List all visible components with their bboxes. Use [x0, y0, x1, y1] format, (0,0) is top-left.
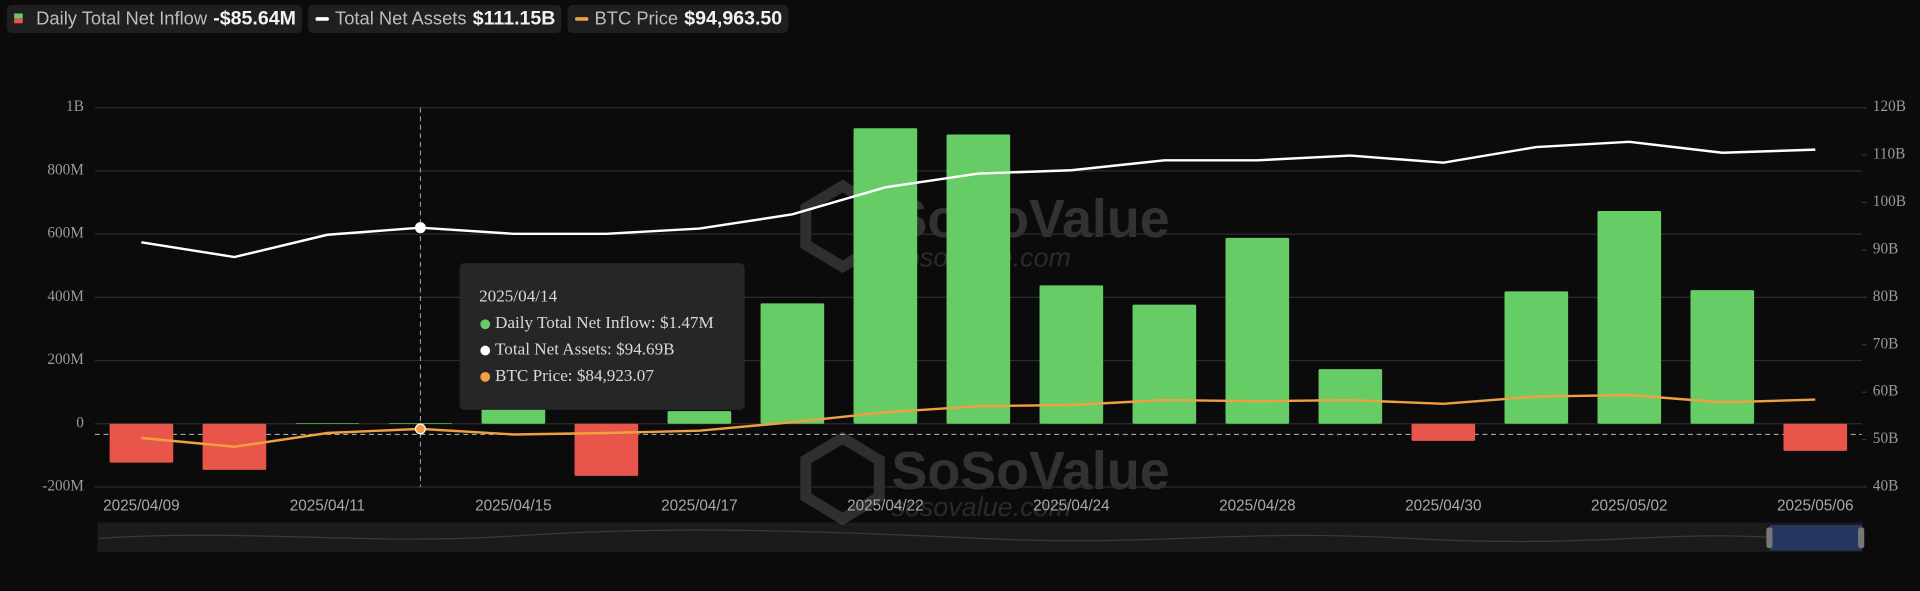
watermark: SoSoValue: [891, 441, 1169, 501]
legend-name: Daily Total Net Inflow: [36, 7, 208, 28]
x-tick-label: 2025/05/06: [1777, 498, 1853, 515]
bar: [946, 134, 1011, 424]
navigator-trace: [98, 529, 1769, 543]
watermark-logo: [800, 431, 885, 526]
bar: [853, 128, 918, 424]
legend-icon: [315, 17, 329, 21]
legend-box: [567, 4, 789, 34]
bar: [1039, 285, 1104, 424]
y-tick-label: 1B: [66, 98, 84, 115]
bar: [109, 423, 174, 463]
bar: [295, 423, 360, 424]
x-tick-label: 2025/04/30: [1405, 498, 1481, 515]
hover-point: [414, 222, 426, 234]
legend-item[interactable]: Daily Total Net Inflow -$85.64M: [6, 4, 303, 34]
legend-icon: [14, 18, 23, 24]
y-tick-label: 600M: [47, 225, 84, 242]
legend-name: Total Net Assets: [335, 7, 467, 28]
tooltip-dot: [480, 371, 491, 382]
bar: [1225, 237, 1290, 424]
legend-value: -$85.64M: [213, 8, 296, 30]
legend-value: $111.15B: [473, 8, 556, 30]
y-tick-label: -200M: [42, 478, 84, 495]
tooltip-line: Total Net Assets: $94.69B: [495, 339, 675, 358]
tooltip-line: BTC Price: $84,923.07: [495, 366, 654, 385]
tooltip-dot: [480, 345, 491, 356]
y2-tick-label: 110B: [1873, 146, 1906, 163]
x-tick-label: 2025/04/28: [1219, 498, 1295, 515]
y-tick-label: 200M: [47, 351, 84, 368]
x-tick-label: 2025/04/09: [103, 498, 179, 515]
y2-tick-label: 120B: [1873, 98, 1906, 115]
legend-item[interactable]: BTC Price $94,963.50: [567, 4, 789, 34]
bar: [1597, 211, 1662, 424]
tooltip-line: Daily Total Net Inflow: $1.47M: [495, 313, 714, 332]
watermark: sosovalue.com: [891, 492, 1070, 522]
y2-tick-label: 100B: [1873, 193, 1906, 210]
tooltip-dot: [480, 319, 491, 330]
bar: [667, 411, 732, 424]
navigator-window[interactable]: [1770, 524, 1862, 551]
legend-name: BTC Price: [595, 7, 679, 28]
y2-tick-label: 50B: [1873, 430, 1898, 447]
y-tick-label: 0: [76, 414, 84, 431]
bar: [1411, 423, 1476, 441]
tooltip: 2025/04/14 Daily Total Net Inflow: $1.47M…: [459, 263, 745, 410]
bar: [1132, 304, 1197, 424]
y2-tick-label: 40B: [1873, 478, 1898, 495]
tooltip-title: 2025/04/14: [479, 286, 557, 305]
navigator[interactable]: [97, 522, 1864, 552]
y2-tick-label: 80B: [1873, 288, 1898, 305]
x-tick-label: 2025/04/24: [1033, 498, 1110, 515]
bar: [1504, 291, 1569, 424]
legend-icon: [574, 17, 589, 21]
navigator-handle[interactable]: [1766, 527, 1773, 549]
bar: [1783, 423, 1848, 451]
y2-tick-label: 90B: [1873, 240, 1898, 257]
navigator-handle[interactable]: [1858, 527, 1865, 549]
y2-tick-label: 70B: [1873, 335, 1898, 352]
tooltip-box: [459, 263, 745, 410]
x-tick-label: 2025/04/17: [661, 498, 737, 515]
bar: [1690, 290, 1755, 424]
legend-item[interactable]: Total Net Assets $111.15B: [308, 4, 562, 34]
bar: [574, 423, 639, 476]
legend-box: [308, 4, 562, 34]
x-tick-label: 2025/04/22: [847, 498, 923, 515]
x-tick-label: 2025/04/15: [475, 498, 551, 515]
legend-value: $94,963.50: [684, 8, 782, 30]
hover-point: [414, 423, 426, 435]
y-tick-label: 800M: [47, 161, 84, 178]
legend-icon: [14, 13, 23, 19]
x-tick-label: 2025/05/02: [1591, 498, 1667, 515]
watermark: SoSoValue: [891, 189, 1169, 249]
bar: [760, 303, 825, 424]
legend-box: [6, 4, 303, 34]
bar: [1318, 369, 1383, 424]
y2-tick-label: 60B: [1873, 383, 1898, 400]
y-tick-label: 400M: [47, 288, 84, 305]
x-tick-label: 2025/04/11: [290, 498, 365, 515]
